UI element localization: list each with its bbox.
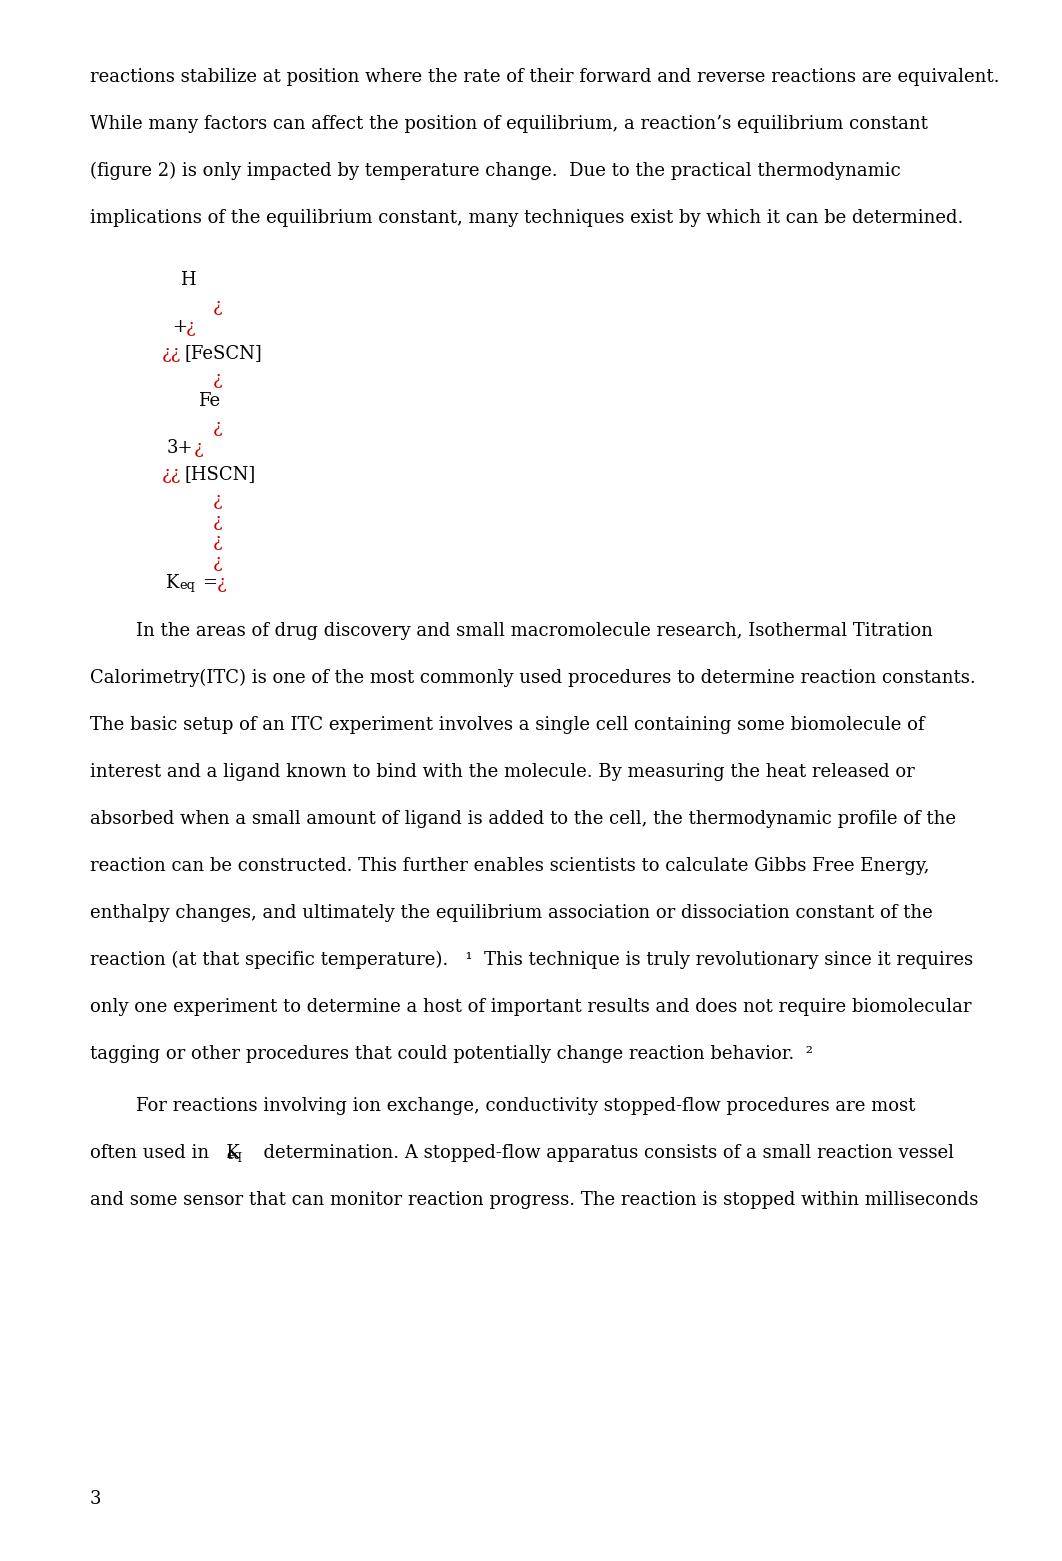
Text: ¿: ¿ [213, 553, 223, 571]
Text: ¿: ¿ [186, 318, 195, 336]
Text: ¿: ¿ [213, 297, 223, 315]
Text: K: K [165, 574, 178, 592]
Text: [FeSCN]: [FeSCN] [184, 343, 261, 362]
Text: ¿: ¿ [217, 574, 226, 592]
Text: ¿¿: ¿¿ [162, 465, 182, 482]
Text: ¿¿: ¿¿ [162, 343, 182, 362]
Text: Fe: Fe [198, 392, 220, 411]
Text: For reactions involving ion exchange, conductivity stopped-flow procedures are m: For reactions involving ion exchange, co… [90, 1097, 915, 1115]
Text: ¿: ¿ [213, 512, 223, 529]
Text: +: + [172, 318, 187, 336]
Text: H: H [179, 272, 195, 289]
Text: Calorimetry(ITC) is one of the most commonly used procedures to determine reacti: Calorimetry(ITC) is one of the most comm… [90, 670, 976, 687]
Text: implications of the equilibrium constant, many techniques exist by which it can : implications of the equilibrium constant… [90, 209, 963, 226]
Text: (figure 2) is only impacted by temperature change.  Due to the practical thermod: (figure 2) is only impacted by temperatu… [90, 162, 901, 180]
Text: interest and a ligand known to bind with the molecule. By measuring the heat rel: interest and a ligand known to bind with… [90, 763, 914, 780]
Text: 3+: 3+ [167, 439, 193, 457]
Text: often used in   K: often used in K [90, 1144, 240, 1161]
Text: ¿: ¿ [213, 418, 223, 436]
Text: enthalpy changes, and ultimately the equilibrium association or dissociation con: enthalpy changes, and ultimately the equ… [90, 904, 932, 923]
Text: [HSCN]: [HSCN] [184, 465, 255, 482]
Text: ¿: ¿ [194, 439, 204, 457]
Text: While many factors can affect the position of equilibrium, a reaction’s equilibr: While many factors can affect the positi… [90, 116, 928, 133]
Text: eq: eq [226, 1149, 242, 1161]
Text: only one experiment to determine a host of important results and does not requir: only one experiment to determine a host … [90, 997, 972, 1016]
Text: ¿: ¿ [213, 490, 223, 509]
Text: ¿: ¿ [213, 532, 223, 551]
Text: reaction can be constructed. This further enables scientists to calculate Gibbs : reaction can be constructed. This furthe… [90, 857, 929, 874]
Text: and some sensor that can monitor reaction progress. The reaction is stopped with: and some sensor that can monitor reactio… [90, 1191, 978, 1208]
Text: eq: eq [179, 579, 194, 592]
Text: reaction (at that specific temperature).   ¹  This technique is truly revolution: reaction (at that specific temperature).… [90, 951, 973, 969]
Text: absorbed when a small amount of ligand is added to the cell, the thermodynamic p: absorbed when a small amount of ligand i… [90, 810, 956, 827]
Text: 3: 3 [90, 1491, 102, 1508]
Text: The basic setup of an ITC experiment involves a single cell containing some biom: The basic setup of an ITC experiment inv… [90, 716, 925, 734]
Text: reactions stabilize at position where the rate of their forward and reverse reac: reactions stabilize at position where th… [90, 69, 999, 86]
Text: tagging or other procedures that could potentially change reaction behavior.  ²: tagging or other procedures that could p… [90, 1044, 813, 1063]
Text: determination. A stopped-flow apparatus consists of a small reaction vessel: determination. A stopped-flow apparatus … [252, 1144, 954, 1161]
Text: =: = [203, 574, 224, 592]
Text: ¿: ¿ [213, 370, 223, 387]
Text: In the areas of drug discovery and small macromolecule research, Isothermal Titr: In the areas of drug discovery and small… [90, 621, 932, 640]
